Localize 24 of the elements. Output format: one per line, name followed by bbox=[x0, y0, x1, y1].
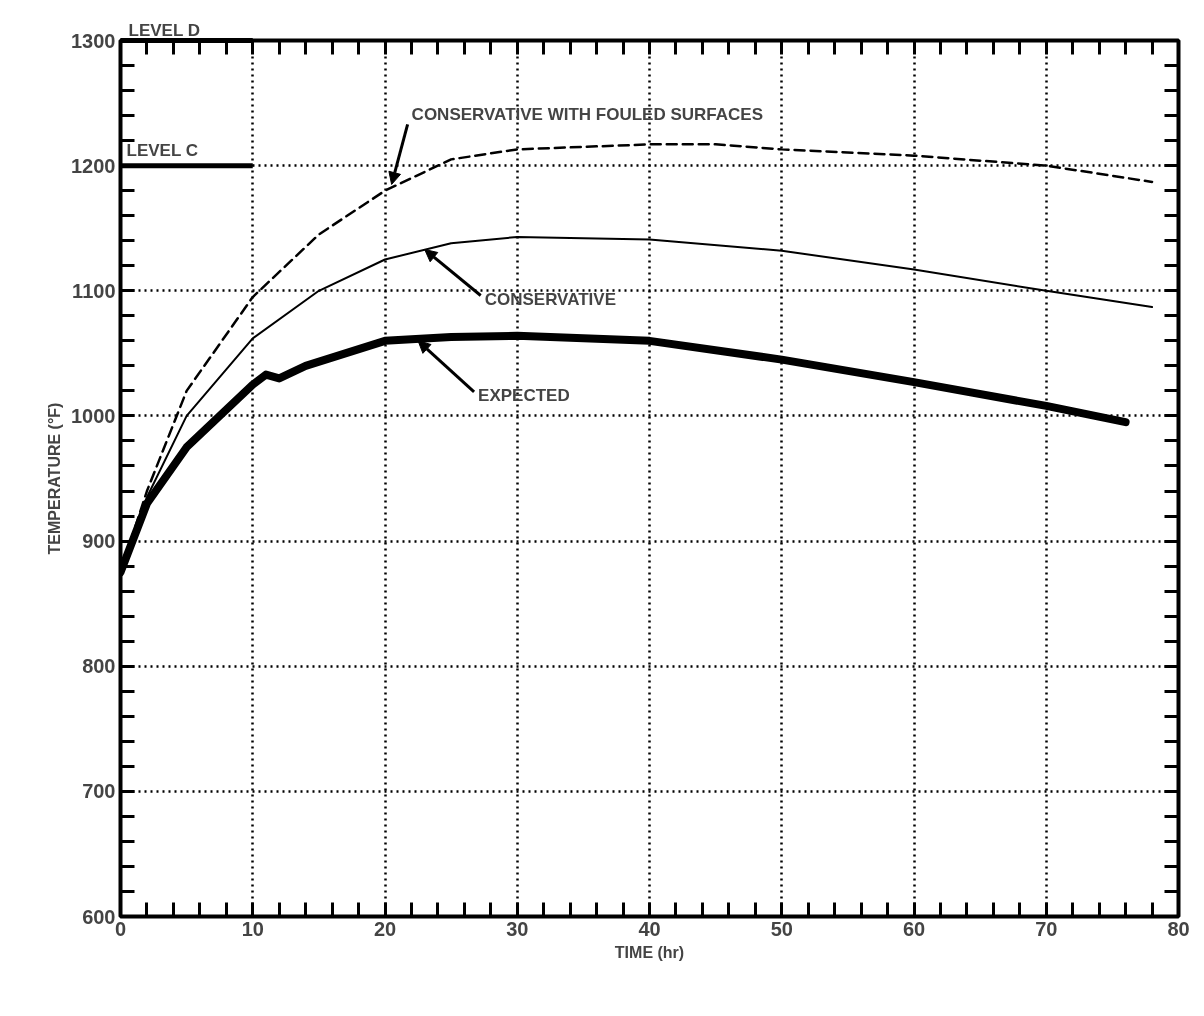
x-tick-label: 40 bbox=[638, 917, 661, 940]
y-tick-label: 1100 bbox=[72, 279, 116, 302]
ref-line-label: LEVEL C bbox=[126, 140, 198, 160]
x-tick-label: 80 bbox=[1167, 917, 1190, 940]
ref-line-label: LEVEL D bbox=[128, 20, 200, 40]
x-tick-label: 50 bbox=[770, 917, 793, 940]
y-tick-label: 700 bbox=[82, 780, 116, 803]
y-tick-label: 800 bbox=[82, 655, 116, 678]
y-tick-label: 600 bbox=[82, 905, 116, 928]
annotation: CONSERVATIVE WITH FOULED SURFACES bbox=[411, 104, 763, 124]
y-axis-title: TEMPERATURE (°F) bbox=[46, 402, 64, 555]
x-tick-label: 70 bbox=[1035, 917, 1058, 940]
annotation: EXPECTED bbox=[478, 386, 570, 406]
y-tick-label: 1000 bbox=[71, 404, 116, 427]
annotation: CONSERVATIVE bbox=[484, 289, 616, 309]
y-tick-label: 900 bbox=[82, 530, 116, 553]
x-axis-title: TIME (hr) bbox=[614, 943, 685, 961]
x-tick-label: 60 bbox=[902, 917, 926, 940]
x-tick-label: 10 bbox=[241, 917, 264, 940]
x-tick-label: 20 bbox=[373, 917, 397, 940]
y-tick-label: 1200 bbox=[71, 154, 116, 177]
x-tick-label: 30 bbox=[506, 917, 529, 940]
y-tick-label: 1300 bbox=[71, 29, 116, 52]
x-tick-label: 0 bbox=[114, 917, 127, 940]
